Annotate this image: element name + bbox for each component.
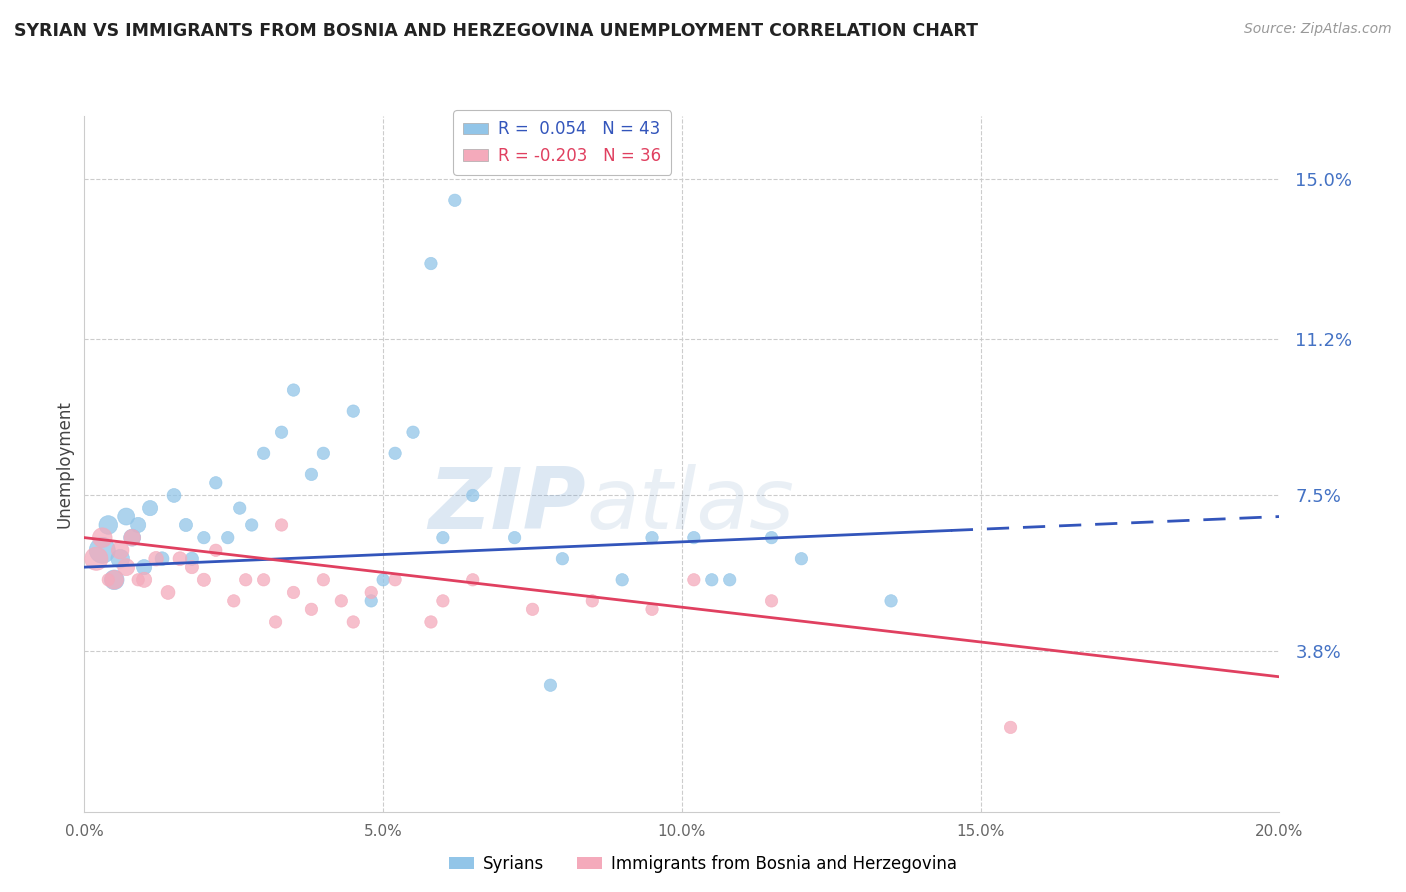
Point	[503, 531, 526, 545]
Point	[683, 573, 706, 587]
Point	[522, 602, 544, 616]
Point	[683, 531, 706, 545]
Point	[97, 573, 120, 587]
Point	[461, 488, 484, 502]
Point	[270, 425, 292, 440]
Point	[312, 446, 335, 460]
Point	[253, 446, 276, 460]
Point	[402, 425, 425, 440]
Legend: R =  0.054   N = 43, R = -0.203   N = 36: R = 0.054 N = 43, R = -0.203 N = 36	[453, 111, 672, 175]
Text: Source: ZipAtlas.com: Source: ZipAtlas.com	[1244, 22, 1392, 37]
Point	[103, 573, 125, 587]
Point	[110, 551, 132, 566]
Point	[193, 531, 215, 545]
Point	[1000, 720, 1022, 734]
Point	[264, 615, 287, 629]
Point	[229, 501, 252, 516]
Point	[360, 585, 382, 599]
Point	[718, 573, 741, 587]
Text: ZIP: ZIP	[429, 464, 586, 547]
Point	[115, 560, 138, 574]
Point	[420, 615, 443, 629]
Point	[91, 531, 114, 545]
Point	[790, 551, 813, 566]
Point	[373, 573, 395, 587]
Point	[432, 531, 454, 545]
Point	[301, 467, 323, 482]
Point	[330, 594, 353, 608]
Point	[217, 531, 239, 545]
Point	[127, 518, 149, 533]
Point	[420, 256, 443, 270]
Point	[169, 551, 191, 566]
Point	[103, 573, 125, 587]
Point	[139, 501, 162, 516]
Text: atlas: atlas	[586, 464, 794, 547]
Point	[150, 551, 173, 566]
Point	[641, 602, 664, 616]
Point	[205, 475, 228, 490]
Point	[540, 678, 562, 692]
Point	[132, 573, 156, 587]
Point	[121, 531, 143, 545]
Point	[551, 551, 574, 566]
Point	[97, 518, 120, 533]
Point	[641, 531, 664, 545]
Point	[444, 194, 467, 208]
Text: SYRIAN VS IMMIGRANTS FROM BOSNIA AND HERZEGOVINA UNEMPLOYMENT CORRELATION CHART: SYRIAN VS IMMIGRANTS FROM BOSNIA AND HER…	[14, 22, 979, 40]
Point	[384, 573, 406, 587]
Point	[240, 518, 263, 533]
Point	[461, 573, 484, 587]
Point	[132, 560, 156, 574]
Point	[270, 518, 292, 533]
Point	[193, 573, 215, 587]
Point	[110, 543, 132, 558]
Point	[181, 551, 204, 566]
Point	[700, 573, 723, 587]
Point	[342, 404, 364, 418]
Point	[880, 594, 903, 608]
Legend: Syrians, Immigrants from Bosnia and Herzegovina: Syrians, Immigrants from Bosnia and Herz…	[443, 848, 963, 880]
Point	[115, 509, 138, 524]
Point	[86, 551, 108, 566]
Point	[174, 518, 197, 533]
Point	[127, 573, 149, 587]
Point	[432, 594, 454, 608]
Point	[163, 488, 186, 502]
Point	[581, 594, 603, 608]
Point	[384, 446, 406, 460]
Point	[761, 594, 783, 608]
Point	[222, 594, 245, 608]
Y-axis label: Unemployment: Unemployment	[55, 400, 73, 528]
Point	[360, 594, 382, 608]
Point	[283, 585, 305, 599]
Point	[181, 560, 204, 574]
Point	[205, 543, 228, 558]
Point	[253, 573, 276, 587]
Point	[283, 383, 305, 397]
Point	[145, 551, 167, 566]
Point	[157, 585, 180, 599]
Point	[761, 531, 783, 545]
Point	[235, 573, 257, 587]
Point	[312, 573, 335, 587]
Point	[121, 531, 143, 545]
Point	[342, 615, 364, 629]
Point	[91, 543, 114, 558]
Point	[612, 573, 634, 587]
Point	[301, 602, 323, 616]
